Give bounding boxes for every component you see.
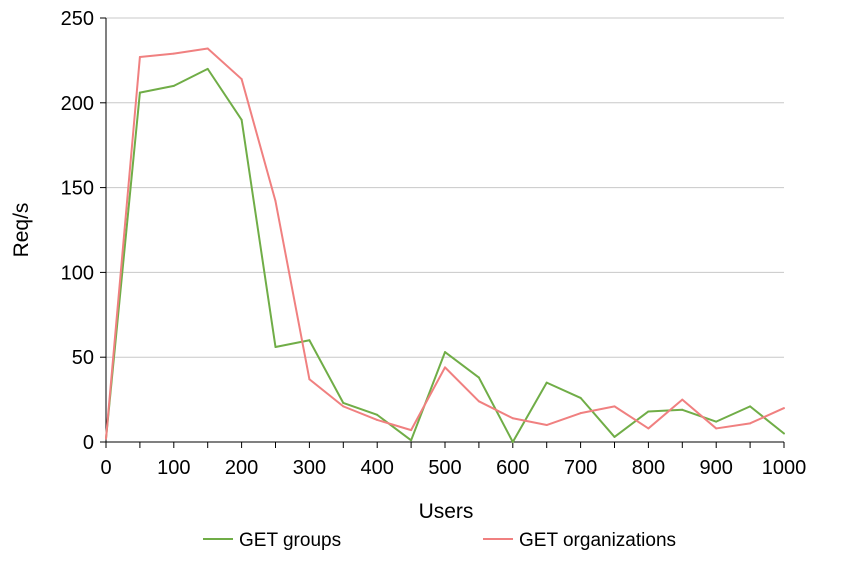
y-tick-label-1: 50	[72, 347, 94, 369]
data-point-0-16	[647, 410, 650, 413]
y-tick-label-2: 100	[61, 262, 94, 284]
series-0	[105, 67, 785, 443]
data-point-1-13	[545, 424, 548, 427]
x-tick-label-10: 1000	[762, 457, 807, 479]
data-point-0-18	[715, 420, 718, 423]
series-line-0	[105, 67, 785, 443]
data-point-1-17	[681, 398, 684, 401]
x-tick-label-1: 100	[157, 457, 190, 479]
data-point-0-14	[579, 396, 582, 399]
axes	[100, 17, 785, 448]
legend-label-1: GET organizations	[519, 530, 676, 551]
data-point-0-6	[308, 339, 311, 342]
data-point-0-10	[444, 351, 446, 354]
data-point-1-11	[477, 400, 480, 403]
x-tick-label-3: 300	[293, 457, 326, 479]
x-tick-label-4: 400	[361, 457, 394, 479]
data-point-1-9	[410, 429, 413, 432]
data-point-0-13	[545, 381, 548, 384]
data-point-0-1	[138, 91, 141, 94]
y-axis-title: Req/s	[10, 203, 33, 258]
x-tick-label-2: 200	[225, 457, 258, 479]
x-tick-label-7: 700	[564, 457, 597, 479]
data-point-1-7	[342, 405, 345, 408]
data-point-1-3	[206, 47, 209, 50]
data-point-1-14	[579, 412, 582, 415]
data-point-1-4	[240, 78, 243, 81]
data-point-0-19	[749, 405, 752, 408]
y-tick-label-4: 200	[61, 93, 94, 115]
x-tick-label-0: 0	[100, 457, 111, 479]
data-point-1-19	[749, 422, 752, 425]
data-point-0-5	[274, 346, 277, 349]
series-1	[105, 47, 785, 440]
data-point-1-2	[172, 52, 175, 55]
data-point-0-4	[240, 118, 243, 121]
data-point-0-3	[206, 67, 209, 70]
data-point-1-8	[376, 418, 379, 421]
x-tick-label-9: 900	[700, 457, 733, 479]
data-point-1-12	[511, 417, 514, 420]
legend-label-0: GET groups	[239, 530, 341, 551]
x-tick-label-5: 500	[428, 457, 461, 479]
data-point-1-10	[444, 366, 446, 369]
data-point-1-15	[613, 405, 616, 408]
data-point-1-20	[783, 407, 785, 410]
data-point-0-17	[681, 408, 684, 411]
data-point-0-9	[410, 439, 413, 442]
data-point-0-11	[477, 376, 480, 379]
x-tick-label-6: 600	[496, 457, 529, 479]
series-layer	[105, 47, 785, 443]
series-line-1	[105, 47, 785, 439]
data-point-1-6	[308, 378, 311, 381]
y-tick-labels: 0 50 100 150 200 250	[61, 8, 94, 454]
x-tick-labels: 0 100 200 300 400 500 600 700 800 900 1000	[100, 457, 806, 479]
data-point-1-5	[274, 200, 277, 203]
y-tick-label-0: 0	[83, 432, 94, 454]
y-tick-label-5: 250	[61, 8, 94, 30]
data-point-0-7	[342, 401, 345, 404]
y-tick-label-3: 150	[61, 178, 94, 200]
data-point-1-1	[138, 56, 141, 59]
data-point-1-18	[715, 427, 718, 430]
legend: GET groups GET organizations	[203, 530, 676, 551]
x-tick-label-8: 800	[632, 457, 665, 479]
data-point-1-16	[647, 427, 650, 430]
x-axis-title: Users	[419, 500, 474, 523]
data-point-0-8	[376, 413, 379, 416]
data-point-0-12	[511, 441, 514, 443]
data-point-0-15	[613, 435, 616, 438]
data-point-0-2	[172, 84, 175, 87]
data-point-0-20	[783, 432, 785, 435]
gridlines	[106, 17, 784, 358]
data-point-1-0	[105, 437, 107, 440]
